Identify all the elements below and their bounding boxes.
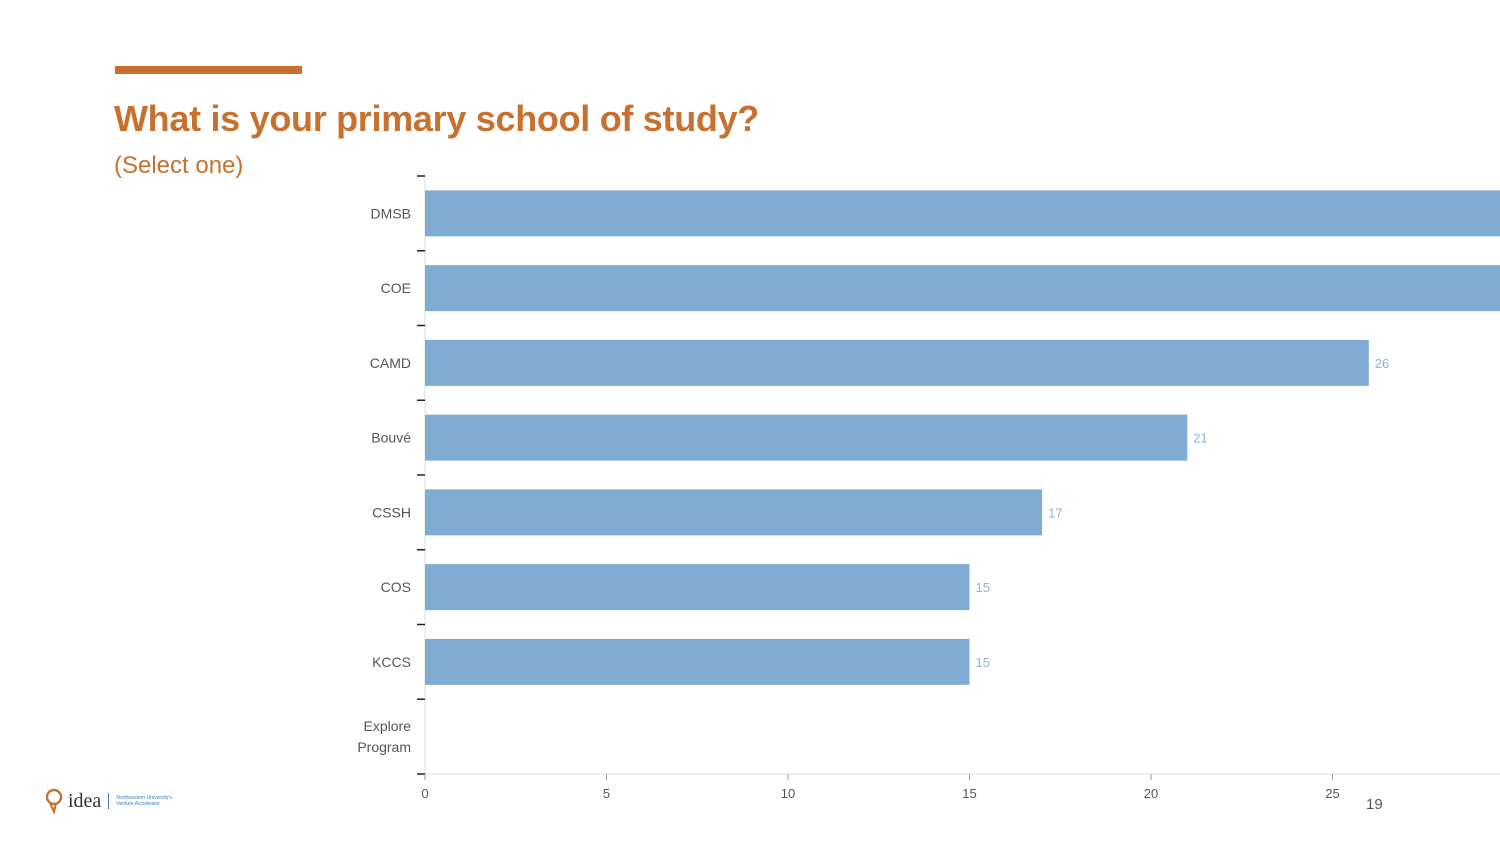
category-label: KCCS	[372, 654, 411, 670]
data-label: 21	[1193, 431, 1207, 446]
category-label: COE	[381, 280, 411, 296]
logo-divider	[108, 793, 110, 809]
bar-cssh	[425, 489, 1043, 536]
bar-coe	[425, 265, 1500, 312]
slide-title: What is your primary school of study?	[114, 98, 759, 139]
x-tick-label: 25	[1325, 786, 1339, 801]
category-label: CAMD	[370, 355, 411, 371]
logo-tagline: Northeastern University's Venture Accele…	[116, 795, 173, 807]
category-label: CSSH	[372, 504, 411, 520]
idea-logo: idea Northeastern University's Venture A…	[44, 788, 176, 814]
logo-word: idea	[68, 789, 102, 812]
data-label: 15	[976, 655, 990, 670]
data-label: 15	[976, 580, 990, 595]
x-tick-label: 10	[781, 786, 795, 801]
x-tick-label: 15	[962, 786, 976, 801]
data-label: 17	[1048, 505, 1062, 520]
category-label: Explore	[364, 718, 412, 734]
bar-cos	[425, 564, 970, 611]
category-label: Bouvé	[371, 430, 411, 446]
category-label: COS	[381, 579, 411, 595]
accent-bar	[115, 66, 302, 74]
x-tick-label: 5	[603, 786, 610, 801]
slide-subtitle: (Select one)	[114, 152, 244, 179]
category-label: Program	[357, 739, 411, 755]
x-tick-label: 0	[421, 786, 428, 801]
bar-camd	[425, 339, 1369, 386]
page-number: 19	[1366, 796, 1383, 813]
data-label: 26	[1375, 356, 1389, 371]
bar-dmsb	[425, 190, 1500, 237]
location-pin-icon	[45, 788, 63, 814]
bar-kccs	[425, 638, 970, 685]
category-label: DMSB	[371, 205, 411, 221]
bar-bouvé	[425, 414, 1188, 461]
x-tick-label: 20	[1144, 786, 1158, 801]
